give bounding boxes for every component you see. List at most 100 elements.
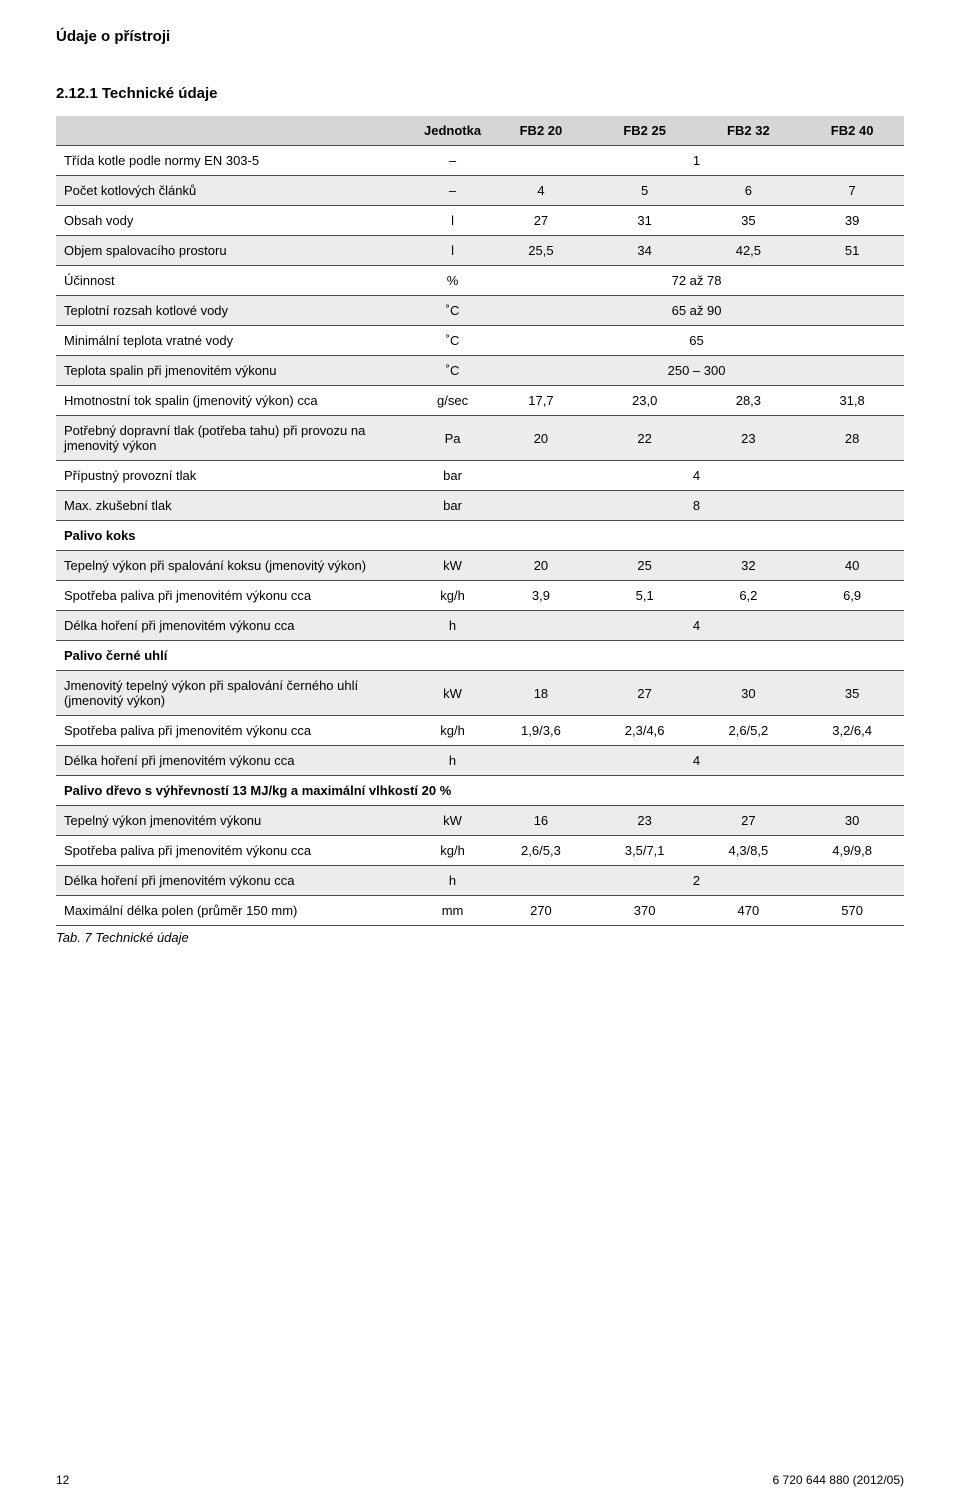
table-row: Spotřeba paliva při jmenovitém výkonu cc… [56, 836, 904, 866]
section-title: 2.12.1 Technické údaje [56, 85, 904, 102]
row-value: 25 [593, 551, 697, 581]
table-row: Tepelný výkon jmenovitém výkonukW1623273… [56, 806, 904, 836]
table-row: Délka hoření při jmenovitém výkonu ccah2 [56, 866, 904, 896]
row-value: 4,9/9,8 [800, 836, 904, 866]
row-value: 35 [800, 671, 904, 716]
row-value: 270 [489, 896, 593, 926]
row-label: Spotřeba paliva při jmenovitém výkonu cc… [56, 581, 416, 611]
row-value: 34 [593, 236, 697, 266]
table-row: Účinnost%72 až 78 [56, 266, 904, 296]
row-unit: ˚C [416, 326, 489, 356]
row-value: 17,7 [489, 386, 593, 416]
row-value: 370 [593, 896, 697, 926]
row-unit: bar [416, 461, 489, 491]
row-span-value: 72 až 78 [489, 266, 904, 296]
row-value: 2,6/5,3 [489, 836, 593, 866]
table-row: Spotřeba paliva při jmenovitém výkonu cc… [56, 716, 904, 746]
row-label: Přípustný provozní tlak [56, 461, 416, 491]
row-unit: ˚C [416, 296, 489, 326]
row-value: 30 [697, 671, 801, 716]
row-value: 4,3/8,5 [697, 836, 801, 866]
table-row: Třída kotle podle normy EN 303-5–1 [56, 146, 904, 176]
table-header-row: Jednotka FB2 20 FB2 25 FB2 32 FB2 40 [56, 116, 904, 146]
footer-doc-id: 6 720 644 880 (2012/05) [773, 1473, 904, 1487]
row-label: Délka hoření při jmenovitém výkonu cca [56, 866, 416, 896]
row-label: Účinnost [56, 266, 416, 296]
table-row: Palivo koks [56, 521, 904, 551]
table-row: Minimální teplota vratné vody˚C65 [56, 326, 904, 356]
row-value: 51 [800, 236, 904, 266]
row-value: 3,9 [489, 581, 593, 611]
row-span-value: 4 [489, 611, 904, 641]
row-label: Maximální délka polen (průměr 150 mm) [56, 896, 416, 926]
row-value: 23 [697, 416, 801, 461]
row-span-value: 4 [489, 461, 904, 491]
row-value: 6,2 [697, 581, 801, 611]
row-label: Teplota spalin při jmenovitém výkonu [56, 356, 416, 386]
table-row: Potřebný dopravní tlak (potřeba tahu) př… [56, 416, 904, 461]
row-unit: h [416, 611, 489, 641]
row-span-value: 65 až 90 [489, 296, 904, 326]
row-value: 23 [593, 806, 697, 836]
row-label: Minimální teplota vratné vody [56, 326, 416, 356]
row-unit: – [416, 176, 489, 206]
row-span-value: 2 [489, 866, 904, 896]
row-value: 39 [800, 206, 904, 236]
row-value: 3,2/6,4 [800, 716, 904, 746]
row-value: 470 [697, 896, 801, 926]
row-value: 42,5 [697, 236, 801, 266]
row-value: 3,5/7,1 [593, 836, 697, 866]
row-label: Spotřeba paliva při jmenovitém výkonu cc… [56, 836, 416, 866]
row-unit: l [416, 206, 489, 236]
row-value: 31,8 [800, 386, 904, 416]
row-unit: kW [416, 806, 489, 836]
section-label: Palivo koks [56, 521, 904, 551]
col-header-fb2-25: FB2 25 [593, 116, 697, 146]
row-span-value: 250 – 300 [489, 356, 904, 386]
row-value: 27 [697, 806, 801, 836]
table-row: Teplotní rozsah kotlové vody˚C65 až 90 [56, 296, 904, 326]
row-label: Objem spalovacího prostoru [56, 236, 416, 266]
section-label: Palivo černé uhlí [56, 641, 904, 671]
table-row: Teplota spalin při jmenovitém výkonu˚C25… [56, 356, 904, 386]
row-span-value: 8 [489, 491, 904, 521]
footer-page-number: 12 [56, 1473, 69, 1487]
row-value: 16 [489, 806, 593, 836]
row-label: Délka hoření při jmenovitém výkonu cca [56, 746, 416, 776]
table-row: Jmenovitý tepelný výkon při spalování če… [56, 671, 904, 716]
row-value: 6 [697, 176, 801, 206]
row-value: 1,9/3,6 [489, 716, 593, 746]
row-value: 2,6/5,2 [697, 716, 801, 746]
table-row: Maximální délka polen (průměr 150 mm)mm2… [56, 896, 904, 926]
page-footer: 12 6 720 644 880 (2012/05) [56, 1473, 904, 1487]
row-value: 30 [800, 806, 904, 836]
row-value: 22 [593, 416, 697, 461]
row-span-value: 65 [489, 326, 904, 356]
table-row: Spotřeba paliva při jmenovitém výkonu cc… [56, 581, 904, 611]
row-value: 28,3 [697, 386, 801, 416]
row-unit: kg/h [416, 716, 489, 746]
row-value: 6,9 [800, 581, 904, 611]
row-label: Tepelný výkon při spalování koksu (jmeno… [56, 551, 416, 581]
col-header-fb2-20: FB2 20 [489, 116, 593, 146]
col-header-fb2-40: FB2 40 [800, 116, 904, 146]
row-unit: h [416, 746, 489, 776]
table-row: Objem spalovacího prostorul25,53442,551 [56, 236, 904, 266]
row-label: Max. zkušební tlak [56, 491, 416, 521]
row-label: Tepelný výkon jmenovitém výkonu [56, 806, 416, 836]
row-value: 20 [489, 416, 593, 461]
row-unit: h [416, 866, 489, 896]
row-unit: Pa [416, 416, 489, 461]
row-value: 32 [697, 551, 801, 581]
section-label: Palivo dřevo s výhřevností 13 MJ/kg a ma… [56, 776, 904, 806]
row-value: 4 [489, 176, 593, 206]
table-row: Palivo dřevo s výhřevností 13 MJ/kg a ma… [56, 776, 904, 806]
row-label: Teplotní rozsah kotlové vody [56, 296, 416, 326]
row-unit: ˚C [416, 356, 489, 386]
row-value: 18 [489, 671, 593, 716]
page: Údaje o přístroji 2.12.1 Technické údaje… [0, 0, 960, 1505]
table-row: Přípustný provozní tlakbar4 [56, 461, 904, 491]
row-unit: mm [416, 896, 489, 926]
row-label: Třída kotle podle normy EN 303-5 [56, 146, 416, 176]
row-value: 27 [489, 206, 593, 236]
